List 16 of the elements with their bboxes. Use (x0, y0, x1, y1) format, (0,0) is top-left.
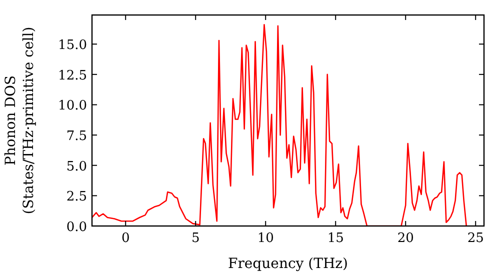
x-tick-label: 15 (327, 231, 344, 246)
x-tick-label: 25 (467, 231, 484, 246)
x-tick-label: 5 (191, 231, 200, 246)
x-tick-label: 20 (397, 231, 414, 246)
x-tick-label: 10 (257, 231, 274, 246)
line-series (92, 24, 468, 226)
y-tick-label: 0.0 (66, 220, 87, 235)
y-tick-label: 5.0 (66, 159, 87, 174)
y-tick-label: 15.0 (58, 38, 87, 54)
y-tick-label: 10.0 (58, 98, 87, 114)
x-axis-title: Frequency (THz) (228, 256, 348, 272)
y-tick-label: 12.5 (58, 68, 87, 84)
y-axis-title: Phonon DOS (States/THz·primitive cell) (3, 26, 37, 214)
y-tick-label: 7.5 (66, 129, 87, 144)
y-tick-label: 2.5 (66, 190, 87, 205)
x-tick-label: 0 (121, 231, 130, 246)
